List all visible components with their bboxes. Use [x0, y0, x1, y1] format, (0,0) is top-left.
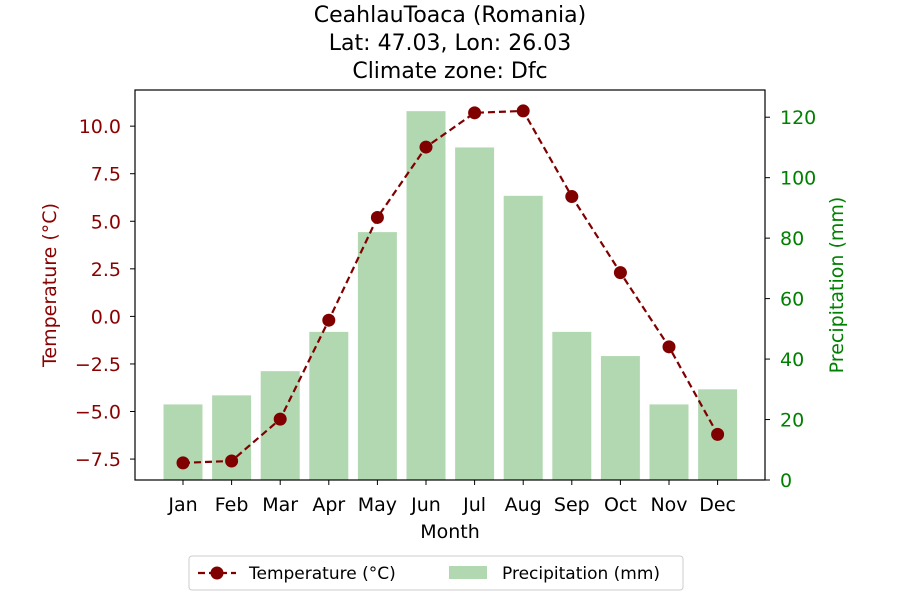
chart-title-line: Climate zone: Dfc — [352, 59, 547, 84]
right-y-tick-label: 20 — [780, 410, 804, 432]
temperature-point — [370, 210, 384, 224]
temperature-point — [322, 313, 336, 327]
right-y-axis: 0 20 40 60 80 100 120 — [765, 107, 816, 492]
temperature-line — [176, 104, 725, 470]
chart-title: CeahlauToaca (Romania) Lat: 47.03, Lon: 2… — [314, 3, 586, 84]
temperature-point — [225, 454, 239, 468]
x-tick-label: May — [358, 494, 397, 516]
x-tick-label: Jul — [462, 494, 486, 516]
left-y-tick-label: 2.5 — [91, 259, 121, 281]
x-tick-label: Mar — [262, 494, 298, 516]
temperature-point — [273, 412, 287, 426]
left-y-tick-label: 5.0 — [91, 211, 121, 233]
x-tick-label: Aug — [505, 494, 542, 516]
x-tick-label: Dec — [699, 494, 736, 516]
left-y-tick-label: 10.0 — [79, 116, 121, 138]
temperature-point — [613, 266, 627, 280]
right-y-tick-label: 100 — [780, 168, 816, 190]
x-tick-label: Feb — [215, 494, 249, 516]
legend-precipitation-label: Precipitation (mm) — [502, 564, 660, 584]
x-tick-label: Jun — [410, 494, 441, 516]
temperature-point — [468, 106, 482, 120]
temperature-point — [662, 340, 676, 354]
precipitation-bar — [552, 331, 592, 480]
precipitation-bar — [649, 404, 689, 480]
legend-box — [188, 555, 684, 591]
precipitation-bar — [309, 331, 349, 480]
chart-title-line: Lat: 47.03, Lon: 26.03 — [329, 31, 571, 56]
precipitation-bar — [455, 147, 495, 480]
temperature-point — [516, 104, 530, 118]
right-y-tick-label: 40 — [780, 349, 804, 371]
right-y-tick-label: 60 — [780, 289, 804, 311]
x-axis-label: Month — [420, 521, 480, 543]
legend: Temperature (°C) Precipitation (mm) — [188, 555, 684, 591]
left-y-tick-label: −7.5 — [75, 449, 121, 471]
left-y-axis-label: Temperature (°C) — [39, 203, 61, 368]
right-y-axis-label: Precipitation (mm) — [826, 197, 848, 374]
right-y-tick-label: 120 — [780, 107, 816, 129]
right-y-tick-label: 80 — [780, 228, 804, 250]
x-tick-label: Sep — [554, 494, 590, 516]
left-y-axis: −7.5 −5.0 −2.5 0.0 2.5 5.0 7.5 10.0 — [75, 116, 135, 471]
plot-frame — [134, 89, 766, 481]
precipitation-bar — [357, 232, 397, 480]
x-tick-label: Nov — [650, 494, 687, 516]
legend-precipitation-swatch — [449, 566, 487, 579]
temperature-point — [419, 140, 433, 154]
left-y-tick-label: 0.0 — [91, 306, 121, 328]
legend-temperature-marker — [210, 566, 224, 580]
x-tick-label: Oct — [604, 494, 637, 516]
chart-title-line: CeahlauToaca (Romania) — [314, 3, 586, 28]
precipitation-bar — [503, 195, 543, 480]
x-tick-label: Jan — [167, 494, 197, 516]
precipitation-bar — [406, 111, 446, 481]
left-y-tick-label: 7.5 — [91, 164, 121, 186]
right-y-tick-label: 0 — [780, 470, 792, 492]
precipitation-bars — [163, 111, 738, 481]
precipitation-bar — [600, 356, 640, 480]
x-tick-label: Apr — [312, 494, 345, 516]
temperature-point — [711, 427, 725, 441]
x-axis: Jan Feb Mar Apr May Jun Jul Aug Sep Oct Nov Dec — [167, 480, 736, 516]
temperature-point — [565, 190, 579, 204]
left-y-tick-label: −5.0 — [75, 402, 121, 424]
temperature-point — [176, 456, 190, 470]
temperature-line-path — [182, 109, 719, 464]
left-y-tick-label: −2.5 — [75, 354, 121, 376]
legend-temperature-label: Temperature (°C) — [248, 564, 396, 584]
